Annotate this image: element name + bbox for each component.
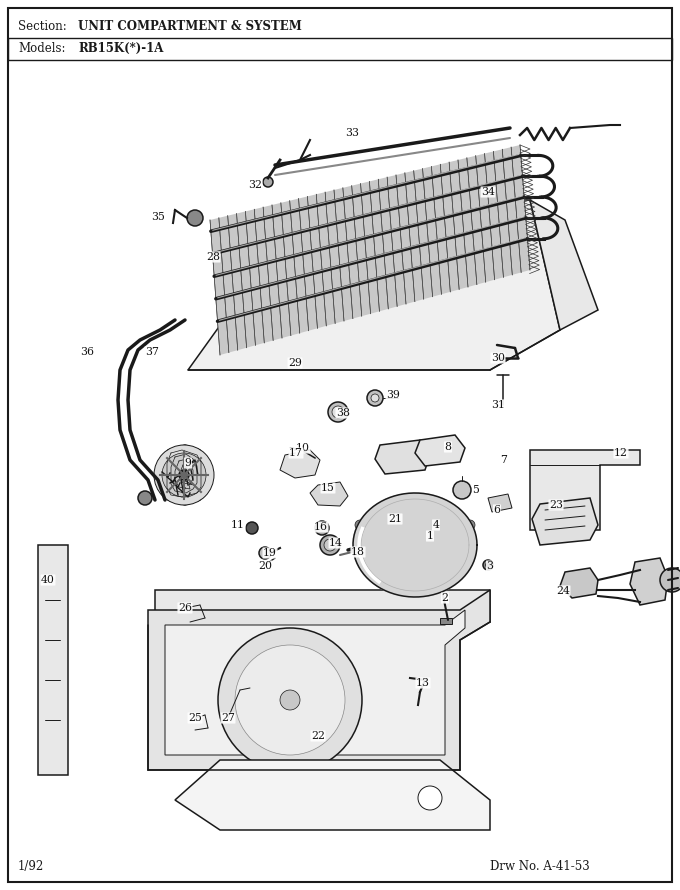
Text: 3: 3 [486,561,494,571]
Circle shape [246,522,258,534]
Circle shape [465,520,475,530]
Circle shape [423,517,437,531]
Polygon shape [175,760,490,830]
Text: 5: 5 [473,485,479,495]
Text: 26: 26 [178,603,192,613]
Circle shape [263,177,273,187]
Text: 10: 10 [296,443,310,453]
Text: 15: 15 [321,483,335,493]
Text: 29: 29 [288,358,302,368]
Circle shape [324,539,336,551]
Bar [8,38,672,60]
Circle shape [332,406,344,418]
Circle shape [320,535,340,555]
Text: 17: 17 [289,448,303,458]
Text: 30: 30 [491,353,505,363]
Text: 12: 12 [614,448,628,458]
Circle shape [483,560,493,570]
Text: 13: 13 [416,678,430,688]
Polygon shape [188,200,560,370]
Circle shape [162,453,206,497]
Circle shape [367,390,383,406]
Polygon shape [530,200,598,330]
Circle shape [218,628,362,772]
Text: UNIT COMPARTMENT & SYSTEM: UNIT COMPARTMENT & SYSTEM [78,20,302,33]
Text: 24: 24 [556,586,570,596]
Circle shape [429,533,437,541]
Text: 14: 14 [329,538,343,548]
Polygon shape [630,558,668,605]
Circle shape [179,470,189,480]
Text: 16: 16 [314,522,328,532]
Circle shape [235,645,345,755]
Text: RB15K(*)-1A: RB15K(*)-1A [78,42,163,55]
Text: 1/92: 1/92 [18,860,44,873]
Circle shape [410,590,420,600]
Circle shape [660,568,680,592]
Bar [440,618,452,624]
Polygon shape [375,440,430,474]
Polygon shape [280,450,320,478]
Text: 9: 9 [184,458,192,468]
Polygon shape [148,590,490,770]
Circle shape [453,481,471,499]
Text: 4: 4 [432,520,439,530]
Polygon shape [155,590,490,622]
Circle shape [138,491,152,505]
Text: 34: 34 [481,187,495,197]
Text: 1: 1 [426,531,434,541]
Circle shape [371,394,379,402]
Circle shape [315,521,329,535]
Text: 38: 38 [336,408,350,418]
Text: 37: 37 [145,347,159,357]
Text: 39: 39 [386,390,400,400]
Text: 6: 6 [494,505,500,515]
Text: 31: 31 [491,400,505,410]
Polygon shape [163,445,205,505]
Text: 27: 27 [221,713,235,723]
Circle shape [418,786,442,810]
Polygon shape [165,610,465,755]
Polygon shape [488,494,512,512]
Circle shape [328,402,348,422]
Polygon shape [210,145,530,355]
Text: 21: 21 [388,514,402,524]
Text: 11: 11 [231,520,245,530]
Circle shape [486,563,490,567]
Polygon shape [38,545,68,775]
Text: Section:: Section: [18,20,67,33]
Circle shape [187,210,203,226]
Polygon shape [353,493,477,597]
Text: 22: 22 [311,731,325,741]
Polygon shape [377,516,408,541]
Text: 23: 23 [549,500,563,510]
Text: 25: 25 [188,713,202,723]
Text: Drw No. A-41-53: Drw No. A-41-53 [490,860,590,873]
Text: Models:: Models: [18,42,65,55]
Circle shape [154,445,214,505]
Circle shape [280,690,300,710]
Text: 2: 2 [441,593,449,603]
Text: 35: 35 [151,212,165,222]
Text: 19: 19 [263,548,277,558]
Text: 20: 20 [258,561,272,571]
Circle shape [355,520,365,530]
Text: 33: 33 [345,128,359,138]
Text: 40: 40 [41,575,55,585]
Circle shape [259,547,271,559]
Polygon shape [310,482,348,506]
Text: 36: 36 [80,347,94,357]
Polygon shape [415,435,465,466]
Polygon shape [530,450,640,530]
Text: 32: 32 [248,180,262,190]
Text: 7: 7 [500,455,507,465]
Polygon shape [560,568,598,598]
Polygon shape [532,498,598,545]
Text: 28: 28 [206,252,220,262]
Text: 18: 18 [351,547,365,557]
Text: 8: 8 [445,442,452,452]
